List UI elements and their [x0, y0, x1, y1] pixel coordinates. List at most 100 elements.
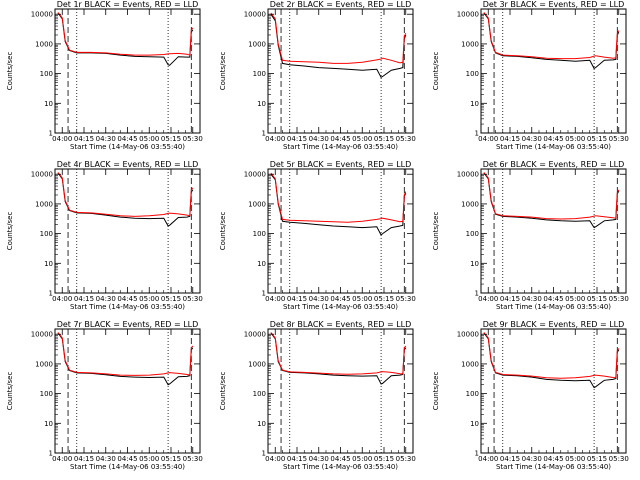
x-tick-label: 04:00 — [52, 135, 72, 143]
x-tick-label: 04:00 — [265, 295, 285, 303]
chart-panel-3: Det 3r BLACK = Events, RED = LLD 1 10 100 10… — [426, 0, 639, 160]
x-tick-label: 04:30 — [309, 135, 329, 143]
x-tick-label: 05:30 — [609, 295, 629, 303]
x-tick-label: 05:00 — [139, 455, 159, 463]
y-tick-label: 100 — [40, 390, 53, 398]
y-axis-label: Counts/sec — [6, 212, 14, 251]
x-tick-label: 04:45 — [117, 295, 137, 303]
x-tick-label: 04:00 — [478, 135, 498, 143]
y-axis-label: Counts/sec — [219, 372, 227, 411]
events-series-line — [57, 172, 194, 227]
x-tick-label: 04:15 — [500, 295, 520, 303]
x-tick-label: 04:45 — [330, 295, 350, 303]
x-tick-label: 04:45 — [543, 135, 563, 143]
lld-series-line — [57, 172, 194, 217]
y-tick-label: 1 — [475, 450, 479, 458]
y-tick-label: 1 — [262, 290, 266, 298]
x-tick-label: 05:00 — [139, 295, 159, 303]
x-tick-label: 04:30 — [522, 295, 542, 303]
x-tick-label: 05:15 — [374, 455, 394, 463]
y-tick-label: 10000 — [244, 11, 266, 19]
x-axis-label: Start Time (14-May-06 03:55:40) — [283, 303, 398, 311]
x-tick-label: 04:15 — [287, 135, 307, 143]
panel-title: Det 8r BLACK = Events, RED = LLD — [270, 320, 412, 329]
x-tick-label: 04:00 — [52, 295, 72, 303]
x-tick-label: 05:00 — [352, 455, 372, 463]
x-tick-label: 05:15 — [161, 135, 181, 143]
events-series-line — [270, 332, 407, 385]
x-tick-label: 04:00 — [478, 455, 498, 463]
panel-title: Det 2r BLACK = Events, RED = LLD — [270, 0, 412, 9]
y-tick-label: 100 — [40, 70, 53, 78]
events-series-line — [483, 12, 620, 70]
x-axis-label: Start Time (14-May-06 03:55:40) — [496, 303, 611, 311]
x-axis-label: Start Time (14-May-06 03:55:40) — [70, 143, 185, 151]
y-tick-label: 100 — [253, 390, 266, 398]
y-axis-label: Counts/sec — [6, 372, 14, 411]
y-tick-label: 10 — [257, 260, 266, 268]
lld-series-line — [483, 332, 620, 379]
panel-9-svg: Det 9r BLACK = Events, RED = LLD 1 10 100 10… — [432, 320, 629, 471]
panel-title: Det 1r BLACK = Events, RED = LLD — [57, 0, 199, 9]
x-tick-label: 04:15 — [500, 135, 520, 143]
x-tick-label: 04:15 — [500, 455, 520, 463]
panel-title: Det 4r BLACK = Events, RED = LLD — [57, 160, 199, 169]
chart-panel-9: Det 9r BLACK = Events, RED = LLD 1 10 100 10… — [426, 320, 639, 480]
x-tick-label: 04:00 — [265, 455, 285, 463]
x-tick-label: 04:45 — [330, 455, 350, 463]
panel-title: Det 9r BLACK = Events, RED = LLD — [483, 320, 625, 329]
x-tick-label: 04:15 — [74, 295, 94, 303]
x-tick-label: 05:30 — [183, 135, 203, 143]
y-tick-label: 100 — [466, 390, 479, 398]
y-tick-label: 1 — [49, 290, 53, 298]
x-tick-label: 05:00 — [565, 295, 585, 303]
x-tick-label: 04:45 — [330, 135, 350, 143]
x-tick-label: 04:45 — [543, 295, 563, 303]
x-tick-label: 04:00 — [265, 135, 285, 143]
y-tick-label: 1000 — [461, 40, 479, 48]
chart-panel-8: Det 8r BLACK = Events, RED = LLD 1 10 100 10… — [213, 320, 426, 480]
x-tick-label: 04:15 — [74, 135, 94, 143]
panel-title: Det 3r BLACK = Events, RED = LLD — [483, 0, 625, 9]
y-tick-label: 10000 — [244, 331, 266, 339]
y-tick-label: 10 — [470, 420, 479, 428]
y-tick-label: 10000 — [31, 331, 53, 339]
x-tick-label: 05:30 — [609, 455, 629, 463]
x-axis-label: Start Time (14-May-06 03:55:40) — [283, 143, 398, 151]
y-tick-label: 1 — [49, 130, 53, 138]
y-tick-label: 10000 — [31, 11, 53, 19]
x-tick-label: 04:30 — [522, 135, 542, 143]
x-tick-label: 05:30 — [396, 295, 416, 303]
y-tick-label: 1000 — [461, 360, 479, 368]
x-tick-label: 05:00 — [139, 135, 159, 143]
panel-4-svg: Det 4r BLACK = Events, RED = LLD 1 10 100 10… — [6, 160, 203, 311]
panel-6-svg: Det 6r BLACK = Events, RED = LLD 1 10 100 10… — [432, 160, 629, 311]
panel-7-svg: Det 7r BLACK = Events, RED = LLD 1 10 100 10… — [6, 320, 203, 471]
x-tick-label: 05:15 — [161, 455, 181, 463]
events-series-line — [483, 172, 620, 229]
x-tick-label: 05:15 — [587, 135, 607, 143]
y-tick-label: 100 — [253, 230, 266, 238]
y-tick-label: 1000 — [35, 360, 53, 368]
y-tick-label: 10000 — [457, 11, 479, 19]
lld-series-line — [57, 332, 194, 376]
x-tick-label: 05:00 — [565, 455, 585, 463]
x-tick-label: 04:45 — [543, 455, 563, 463]
x-tick-label: 05:30 — [396, 455, 416, 463]
y-tick-label: 10000 — [457, 171, 479, 179]
events-series-line — [483, 332, 620, 389]
y-tick-label: 1 — [262, 130, 266, 138]
lld-series-line — [270, 12, 407, 64]
y-tick-label: 10 — [470, 100, 479, 108]
x-tick-label: 05:30 — [183, 295, 203, 303]
y-tick-label: 1000 — [35, 40, 53, 48]
x-tick-label: 04:00 — [478, 295, 498, 303]
y-tick-label: 1 — [475, 130, 479, 138]
x-tick-label: 05:30 — [183, 455, 203, 463]
y-tick-label: 1 — [49, 450, 53, 458]
chart-panel-6: Det 6r BLACK = Events, RED = LLD 1 10 100 10… — [426, 160, 639, 320]
x-tick-label: 04:45 — [117, 455, 137, 463]
y-tick-label: 10 — [257, 420, 266, 428]
chart-panel-2: Det 2r BLACK = Events, RED = LLD 1 10 100 10… — [213, 0, 426, 160]
